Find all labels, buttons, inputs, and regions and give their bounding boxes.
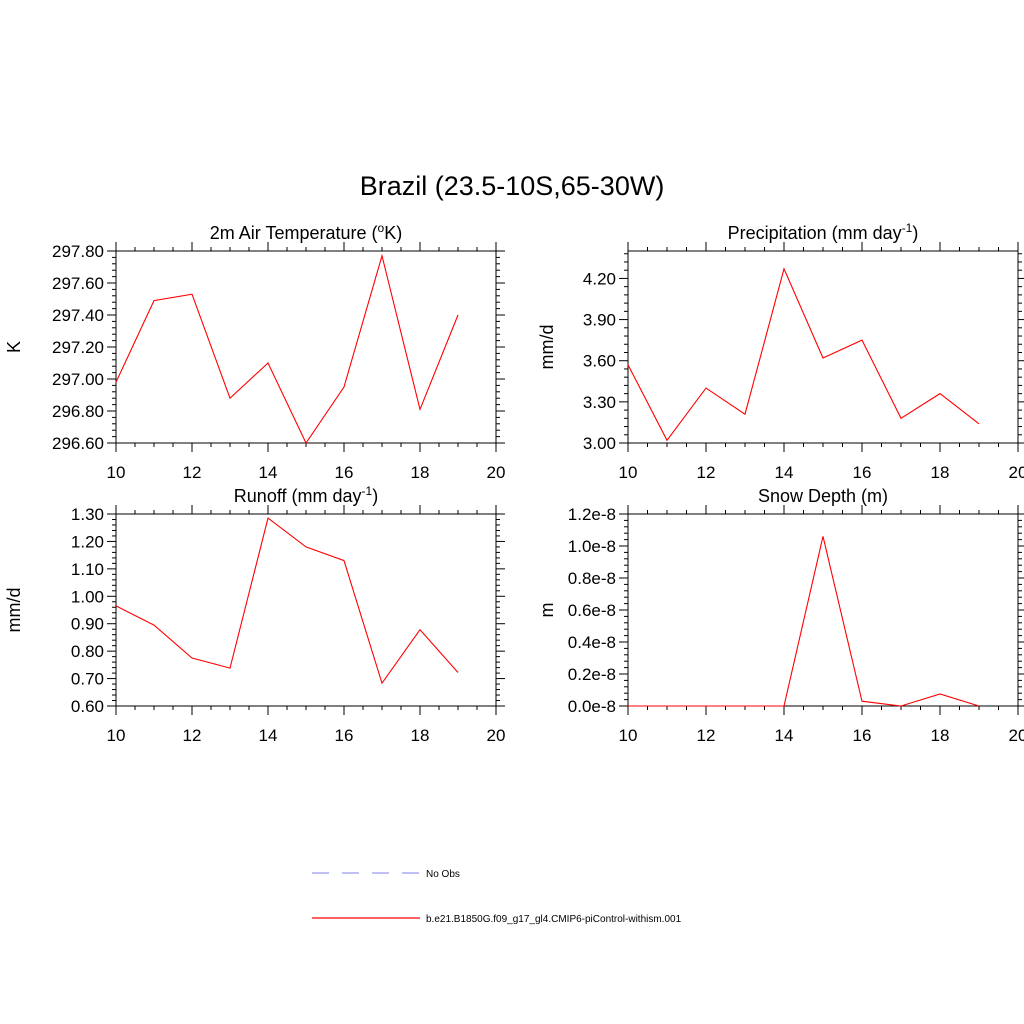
y-tick-label: 0.60: [71, 697, 104, 716]
x-tick-label: 10: [107, 463, 126, 482]
x-tick-label: 16: [853, 726, 872, 745]
panel-title-text: 2m Air Temperature (: [210, 223, 378, 243]
y-axis-label: mm/d: [4, 588, 24, 633]
y-tick-label: 296.60: [52, 434, 104, 453]
x-tick-label: 16: [335, 463, 354, 482]
x-tick-label: 18: [931, 463, 950, 482]
x-tick-label: 12: [183, 463, 202, 482]
legend-label: No Obs: [426, 869, 460, 880]
panel-runoff: Runoff (mm day-1) mm/d 10 12 14 16 18 20 0.60 0.7…: [4, 484, 505, 745]
x-tick-label: 18: [931, 726, 950, 745]
x-tick-label: 12: [183, 726, 202, 745]
x-tick-label: 10: [619, 463, 638, 482]
x-tick-label: 20: [1009, 726, 1024, 745]
y-axis-label: m: [537, 603, 557, 618]
x-tick-label: 16: [335, 726, 354, 745]
panel-title-superscript: -1: [362, 484, 373, 498]
y-tick-label: 4.20: [583, 269, 616, 288]
panel-title-superscript: -1: [902, 221, 913, 235]
y-tick-label: 0.4e-8: [568, 633, 616, 652]
figure-title: Brazil (23.5-10S,65-30W): [360, 171, 665, 201]
panel-title: Snow Depth (m): [758, 486, 888, 506]
x-tick-label: 16: [853, 463, 872, 482]
series-line: [628, 536, 980, 707]
panel-title-text: Precipitation (mm day: [728, 223, 902, 243]
y-tick-label: 0.90: [71, 615, 104, 634]
x-tick-label: 14: [259, 463, 278, 482]
panel-title: Precipitation (mm day-1): [728, 221, 919, 243]
y-tick-label: 3.30: [583, 393, 616, 412]
y-tick-label: 3.90: [583, 311, 616, 330]
y-axis-label: mm/d: [537, 325, 557, 370]
y-tick-label: 297.60: [52, 274, 104, 293]
x-tick-label: 20: [487, 726, 506, 745]
x-tick-label: 14: [775, 463, 794, 482]
panel-title-text: Snow Depth (m): [758, 486, 888, 506]
y-tick-label: 1.20: [71, 532, 104, 551]
panel-snow-depth: Snow Depth (m) m 10 12 14 16 18 20 0.0e-8 0.2e-8 0…: [537, 486, 1024, 745]
y-tick-label: 3.60: [583, 352, 616, 371]
panel-precipitation: Precipitation (mm day-1) mm/d 10 12 14 16 18 20…: [537, 221, 1024, 482]
y-tick-label: 1.10: [71, 560, 104, 579]
x-tick-label: 20: [1009, 463, 1024, 482]
panel-title-suffix: ): [912, 223, 918, 243]
series-line: [115, 517, 459, 685]
panel-title-superscript: o: [378, 221, 385, 235]
x-tick-label: 18: [411, 726, 430, 745]
y-tick-label: 296.80: [52, 402, 104, 421]
series-line: [115, 253, 459, 445]
x-tick-label: 10: [619, 726, 638, 745]
panel-air-temperature: 2m Air Temperature (oK) K 10 12 14 16 18 20 296.…: [4, 221, 505, 482]
y-tick-label: 0.80: [71, 642, 104, 661]
panel-title: Runoff (mm day-1): [234, 484, 378, 506]
series-line: [627, 267, 980, 442]
plot-frame: [115, 250, 497, 444]
legend: No Obs b.e21.B1850G.f09_g17_gl4.CMIP6-piC…: [312, 869, 682, 925]
y-tick-label: 0.8e-8: [568, 569, 616, 588]
panel-title-suffix: ): [372, 486, 378, 506]
x-tick-label: 12: [697, 463, 716, 482]
y-tick-label: 297.20: [52, 338, 104, 357]
panel-title: 2m Air Temperature (oK): [210, 221, 402, 243]
y-tick-label: 0.70: [71, 670, 104, 689]
y-axis-label: K: [4, 341, 24, 353]
y-tick-label: 0.2e-8: [568, 665, 616, 684]
y-tick-label: 297.40: [52, 306, 104, 325]
y-tick-label: 1.0e-8: [568, 537, 616, 556]
panel-title-suffix: K): [384, 223, 402, 243]
legend-label: b.e21.B1850G.f09_g17_gl4.CMIP6-piControl…: [426, 914, 682, 925]
panel-title-text: Runoff (mm day: [234, 486, 362, 506]
y-tick-label: 1.2e-8: [568, 505, 616, 524]
y-tick-label: 3.00: [583, 434, 616, 453]
x-tick-label: 12: [697, 726, 716, 745]
y-tick-label: 0.0e-8: [568, 697, 616, 716]
plot-frame: [627, 513, 1019, 707]
y-tick-label: 1.30: [71, 505, 104, 524]
x-tick-label: 20: [487, 463, 506, 482]
x-tick-label: 10: [107, 726, 126, 745]
x-tick-label: 18: [411, 463, 430, 482]
plot-frame: [115, 513, 497, 707]
y-tick-label: 297.00: [52, 370, 104, 389]
x-tick-label: 14: [259, 726, 278, 745]
x-tick-label: 14: [775, 726, 794, 745]
y-tick-label: 297.80: [52, 242, 104, 261]
y-tick-label: 0.6e-8: [568, 601, 616, 620]
y-tick-label: 1.00: [71, 587, 104, 606]
